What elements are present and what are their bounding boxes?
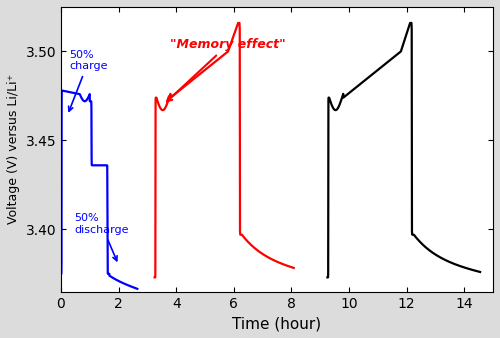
Text: 50%
charge: 50% charge — [68, 50, 108, 111]
Text: 50%
discharge: 50% discharge — [74, 213, 128, 261]
X-axis label: Time (hour): Time (hour) — [232, 316, 322, 331]
Y-axis label: Voltage (V) versus Li/Li⁺: Voltage (V) versus Li/Li⁺ — [7, 74, 20, 224]
Text: "Memory effect": "Memory effect" — [167, 38, 286, 101]
